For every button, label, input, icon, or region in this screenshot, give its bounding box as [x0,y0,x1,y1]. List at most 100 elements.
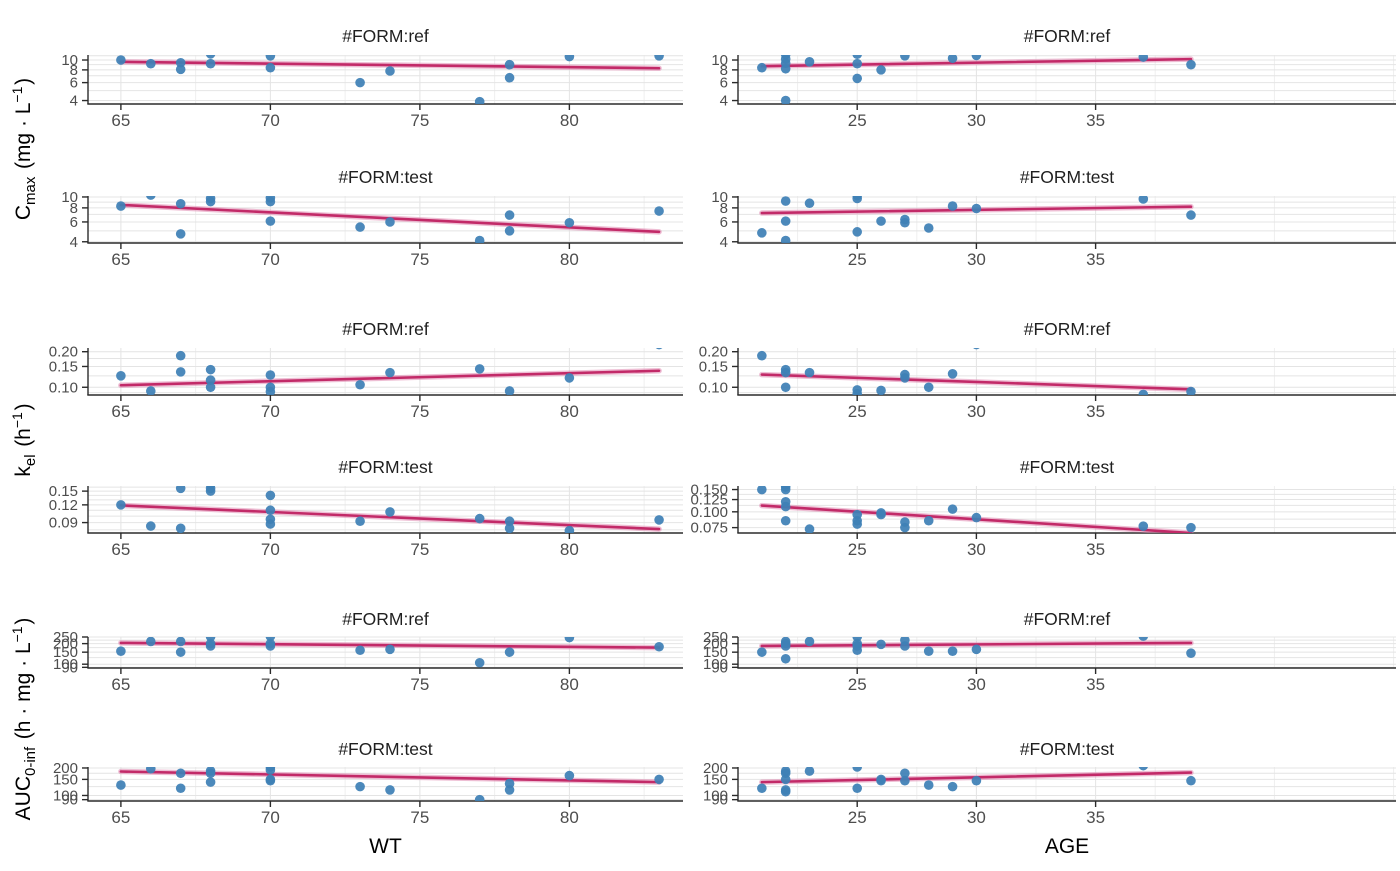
data-point [355,516,365,527]
x-tick-label: 80 [560,111,579,130]
facet-strip-label: #FORM:test [338,167,432,187]
data-point [900,55,910,61]
x-tick-label: 70 [261,675,280,694]
x-axis-title: AGE [1045,835,1089,858]
data-point [116,646,126,656]
data-point [265,775,276,786]
data-point [923,646,934,656]
y-tick-label: 10 [61,52,78,69]
data-point [923,515,934,526]
y-tick-label: 8 [70,62,78,79]
data-point [1138,55,1149,62]
data-point [1186,386,1196,395]
x-tick-label: 35 [1086,540,1105,559]
y-tick-label: 0.10 [699,379,728,396]
data-point [175,637,186,647]
data-point [145,386,156,395]
data-point [900,768,910,779]
x-tick-label: 35 [1086,402,1105,421]
data-point [1138,521,1149,531]
x-tick-label: 75 [410,540,429,559]
data-point [265,641,276,651]
data-layer [116,486,664,533]
data-point [504,59,515,70]
y-tick-label: 0.15 [49,358,78,375]
y-tick-label: 90 [61,659,78,676]
data-point [757,783,767,794]
y-tick-label: 0.10 [49,379,78,396]
data-point [265,216,276,226]
data-point [265,196,276,207]
data-point [654,206,664,216]
data-point [175,350,186,361]
data-point [474,235,485,243]
data-point [116,500,126,510]
data-point [474,364,485,374]
x-tick-label: 80 [560,540,579,559]
y-tick-label: 0.15 [49,483,78,500]
data-point [780,641,791,651]
data-layer [116,196,664,243]
data-point [654,515,664,525]
data-point [145,767,156,774]
x-tick-label: 30 [967,402,986,421]
y-tick-label: 150 [703,644,728,661]
x-tick-label: 30 [967,808,986,827]
x-tick-label: 75 [410,402,429,421]
data-point [474,657,485,668]
data-point [757,486,767,495]
y-tick-label: 90 [711,659,728,676]
y-tick-label: 0.20 [699,344,728,361]
data-point [504,523,515,533]
facet-strip-label: #FORM:ref [342,609,429,629]
data-point [900,641,910,651]
y-tick-label: 0.15 [699,358,728,375]
y-tick-label: 250 [703,629,728,646]
x-tick-label: 65 [111,111,130,130]
y-tick-label: 6 [70,75,78,92]
data-point [654,774,664,785]
data-point [971,55,982,61]
data-point [504,386,515,395]
data-point [780,382,791,393]
x-tick-label: 35 [1086,111,1105,130]
x-tick-label: 30 [967,250,986,269]
data-point [852,55,862,60]
data-point [947,55,958,64]
data-point [385,785,395,795]
data-point [1186,210,1196,220]
data-point [876,385,886,395]
data-point [265,505,276,516]
facet-strip-label: #FORM:ref [1024,609,1111,629]
data-point [852,783,863,794]
x-axis-title: WT [369,835,402,858]
data-point [923,780,934,790]
y-tick-label: 4 [720,93,728,110]
x-tick-label: 65 [111,540,130,559]
x-tick-label: 80 [560,675,579,694]
x-tick-label: 30 [967,675,986,694]
data-point [146,196,156,200]
data-layer [757,767,1196,797]
data-point [780,216,791,226]
data-point [804,524,815,533]
y-tick-label: 150 [53,644,78,661]
data-point [900,217,910,228]
y-tick-label: 0.09 [49,515,78,532]
data-point [1138,196,1149,204]
data-point [852,645,863,656]
y-tick-label: 100 [53,787,78,804]
data-layer [116,348,663,395]
data-point [205,486,216,496]
data-point [175,783,186,794]
facet-strip-label: #FORM:test [1020,739,1114,759]
x-tick-label: 35 [1086,675,1105,694]
x-tick-label: 65 [111,808,130,827]
x-tick-label: 80 [560,808,579,827]
